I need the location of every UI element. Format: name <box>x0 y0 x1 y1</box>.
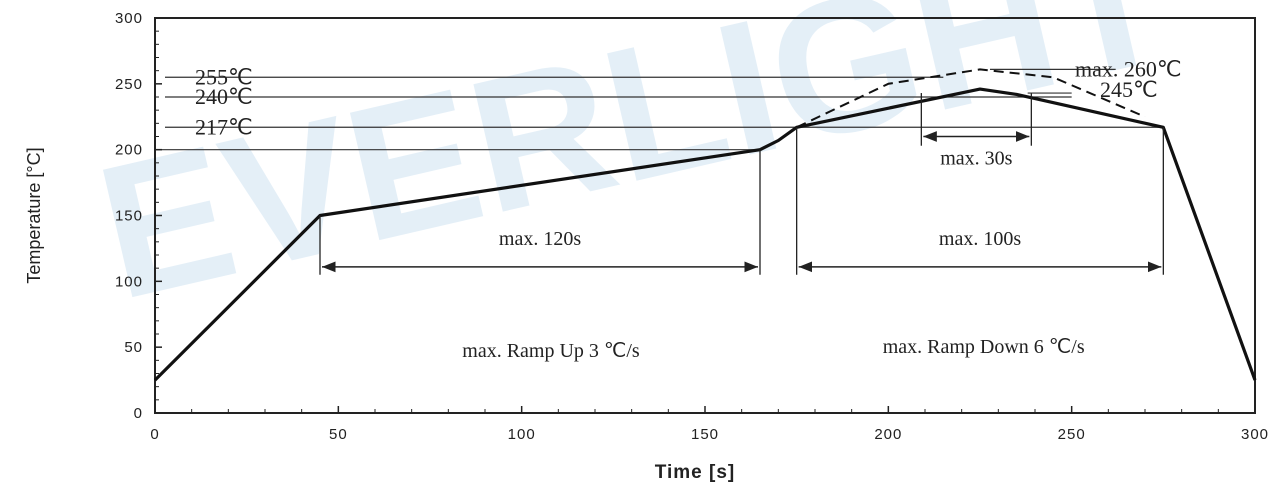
y-tick-label: 100 <box>115 273 143 290</box>
peak-temp-label: 245℃ <box>1100 77 1158 102</box>
x-tick-label: 200 <box>874 426 902 443</box>
y-tick-label: 150 <box>115 208 143 225</box>
duration-label: max. 100s <box>939 228 1021 250</box>
x-tick-label: 250 <box>1058 426 1086 443</box>
reference-line-label: 217℃ <box>195 114 253 139</box>
duration-label: max. 120s <box>499 228 581 250</box>
ramp-rate-label: max. Ramp Down 6 ℃/s <box>883 336 1085 358</box>
x-tick-label: 0 <box>150 426 159 443</box>
y-tick-label: 50 <box>124 339 143 356</box>
x-tick-label: 50 <box>329 426 348 443</box>
y-tick-label: 300 <box>115 10 143 27</box>
x-tick-label: 300 <box>1241 426 1269 443</box>
y-tick-label: 200 <box>115 142 143 159</box>
duration-label: max. 30s <box>940 148 1012 170</box>
x-tick-label: 150 <box>691 426 719 443</box>
reference-line-label: 255℃ <box>195 64 253 89</box>
ramp-rate-label: max. Ramp Up 3 ℃/s <box>462 340 640 362</box>
y-axis-title: Temperature [°C] <box>24 147 44 283</box>
reference-line-label: 240℃ <box>195 84 253 109</box>
y-tick-label: 0 <box>134 405 143 422</box>
x-axis-title: Time [s] <box>655 462 736 483</box>
y-tick-label: 250 <box>115 76 143 93</box>
peak-temp-label: max. 260℃ <box>1075 56 1182 81</box>
x-tick-label: 100 <box>508 426 536 443</box>
